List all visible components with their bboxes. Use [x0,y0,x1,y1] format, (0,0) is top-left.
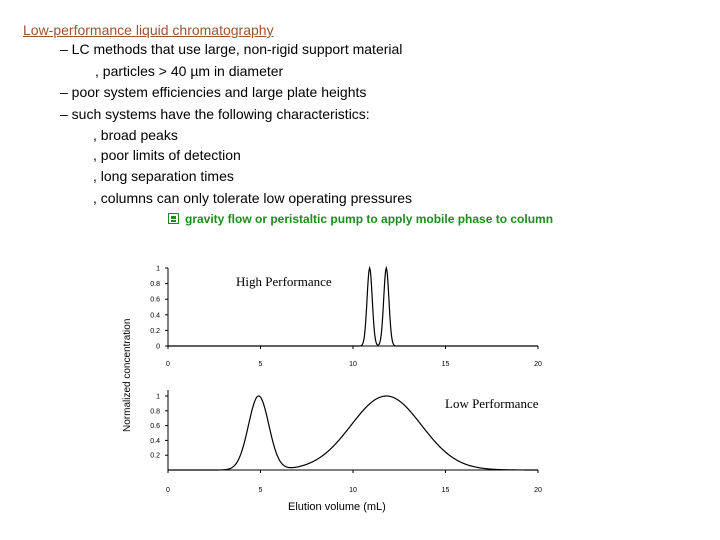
top-x-tick-label: 5 [259,361,263,368]
bottom-x-tick-label: 10 [349,487,357,494]
bottom-x-tick-label: 20 [534,487,542,494]
top-series-line [168,265,538,347]
top-panel: 0 0.2 0.4 0.6 0.8 1 0 5 10 15 20 High Performance [150,266,542,369]
bottom-series-line [168,395,538,471]
bullet-broad-peaks: , broad peaks [93,127,178,143]
bottom-x-tick-label: 5 [259,487,263,494]
top-y-tick-label: 0.6 [150,297,160,304]
bullet-low-pressure: , columns can only tolerate low operatin… [93,190,413,206]
slide-title: Low-performance liquid chromatography [23,22,274,38]
bottom-x-tick-label: 15 [442,487,450,494]
floppy-square-icon [168,213,179,224]
top-y-tick-label: 0 [156,344,160,351]
bullet-poor-limits: , poor limits of detection [93,147,241,163]
bullet-poor-efficiency: – poor system efficiencies and large pla… [60,84,367,100]
bullet-lc-methods: – LC methods that use large, non-rigid s… [60,41,403,57]
bottom-x-tick-label: 0 [166,487,170,494]
top-y-tick-label: 0.2 [150,328,160,335]
bullet-characteristics: – such systems have the following charac… [60,106,370,122]
bottom-panel: 0.2 0.4 0.6 0.8 1 0 5 10 15 20 Low Performance [150,390,542,494]
y-axis-title: Normalized concentration [122,319,133,432]
bullet-long-times: , long separation times [93,168,234,184]
top-panel-label: High Performance [236,274,332,289]
top-x-tick-label: 15 [442,361,450,368]
top-x-tick-label: 0 [166,361,170,368]
gravity-flow-text: gravity flow or peristaltic pump to appl… [185,212,554,226]
bottom-y-tick-label: 0.2 [150,453,160,460]
bottom-y-tick-label: 0.6 [150,423,160,430]
bottom-y-tick-label: 0.8 [150,408,160,415]
bullet-gravity-flow: gravity flow or peristaltic pump to appl… [168,212,553,226]
bullet-particles: , particles > 40 µm in diameter [95,63,284,79]
top-x-tick-label: 10 [349,361,357,368]
top-y-tick-label: 0.8 [150,281,160,288]
top-x-tick-label: 20 [534,361,542,368]
top-y-tick-label: 1 [156,266,160,273]
bottom-panel-label: Low Performance [445,396,539,411]
bottom-y-tick-label: 0.4 [150,438,160,445]
bottom-y-tick-label: 1 [156,394,160,401]
top-y-tick-label: 0.4 [150,312,160,319]
x-axis-title: Elution volume (mL) [288,501,386,513]
